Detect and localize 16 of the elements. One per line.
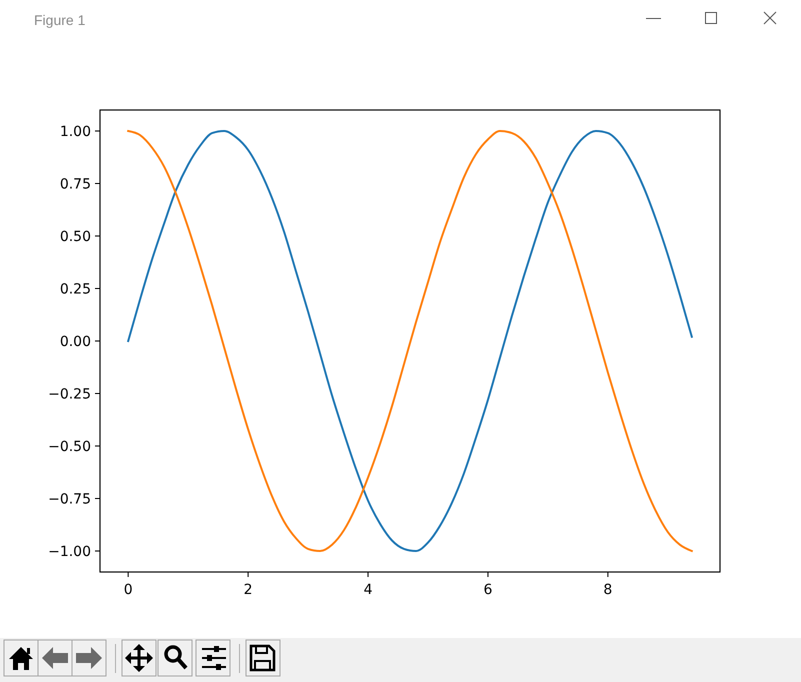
x-tick-label: 2 bbox=[244, 582, 253, 598]
y-tick-label: 0.75 bbox=[60, 176, 91, 192]
y-tick-label: −0.25 bbox=[48, 386, 91, 402]
y-tick-label: −1.00 bbox=[48, 544, 91, 560]
y-tick-label: 0.50 bbox=[60, 228, 91, 245]
x-tick-label: 0 bbox=[124, 582, 133, 598]
x-tick-label: 4 bbox=[364, 582, 373, 598]
y-tick-label: 1.00 bbox=[60, 124, 91, 140]
caption: Figure 1 bbox=[34, 12, 86, 28]
y-tick-label: 0.25 bbox=[60, 281, 91, 298]
x-tick-label: 8 bbox=[603, 582, 612, 598]
x-tick-label: 6 bbox=[483, 582, 492, 598]
y-tick-label: −0.75 bbox=[48, 491, 91, 508]
y-tick-label: −0.50 bbox=[48, 438, 91, 455]
y-tick-label: 0.00 bbox=[60, 334, 91, 350]
line-series bbox=[127, 130, 693, 552]
